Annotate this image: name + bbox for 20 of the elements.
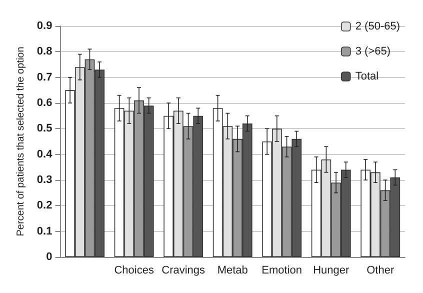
y-tick-label: 0.3 xyxy=(36,174,52,186)
y-tick-label: 0 xyxy=(46,251,52,263)
legend-label: Total xyxy=(355,70,379,82)
y-tick-label: 0.9 xyxy=(36,20,52,32)
y-tick-label: 0.7 xyxy=(36,71,52,84)
y-tick-label: 0.8 xyxy=(36,46,52,58)
y-tick-label: 0.5 xyxy=(36,122,52,135)
x-tick-label: Cravings xyxy=(162,264,206,276)
x-tick-label: Other xyxy=(366,264,394,276)
x-tick-label: Metab xyxy=(217,264,248,276)
legend-label: 2 (50-65) xyxy=(355,20,400,32)
y-tick-label: 0.6 xyxy=(36,97,52,109)
x-tick-label: Choices xyxy=(114,264,154,276)
x-tick-label: Hunger xyxy=(313,264,350,276)
legend-label: 3 (>65) xyxy=(355,46,391,58)
x-tick-label: Emotion xyxy=(262,264,302,276)
y-tick-label: 0.1 xyxy=(36,225,52,238)
y-axis-title: Percent of patients that selected the option xyxy=(16,46,26,236)
y-tick-label: 0.4 xyxy=(36,148,54,160)
y-tick-label: 0.2 xyxy=(36,200,52,212)
